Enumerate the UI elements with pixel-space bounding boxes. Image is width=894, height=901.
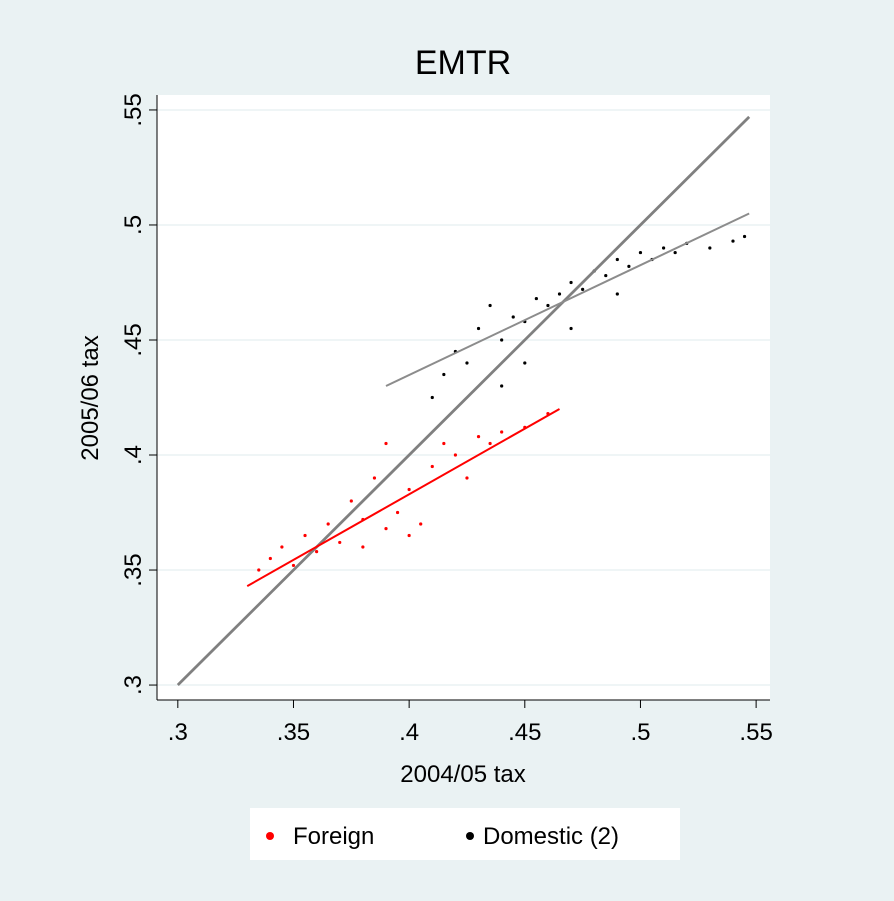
point <box>419 522 423 526</box>
point <box>430 464 434 469</box>
y-tick-label: .4 <box>120 445 147 465</box>
point <box>627 264 631 268</box>
point <box>407 533 411 538</box>
y-tick-label: .35 <box>120 553 147 586</box>
legend-label: Foreign <box>293 823 374 850</box>
point <box>581 287 585 291</box>
point <box>638 250 643 255</box>
point <box>349 499 353 503</box>
point <box>303 533 307 538</box>
point <box>453 453 458 457</box>
x-axis-label: 2004/05 tax <box>400 761 525 788</box>
point <box>361 545 365 549</box>
point <box>257 568 261 572</box>
point <box>488 441 492 446</box>
x-tick-label: .5 <box>630 719 650 746</box>
point <box>500 338 504 342</box>
point <box>280 545 284 549</box>
point <box>523 361 527 365</box>
point <box>615 257 619 262</box>
point <box>442 372 446 377</box>
point <box>742 234 747 239</box>
point <box>500 384 504 388</box>
legend-box <box>250 808 680 860</box>
point <box>384 441 388 446</box>
point <box>615 292 619 296</box>
y-tick-label: .5 <box>120 215 147 235</box>
x-tick-label: .35 <box>277 719 310 746</box>
point <box>291 563 296 568</box>
fit-line <box>246 408 560 588</box>
legend-label: Domestic (2) <box>483 823 619 850</box>
point <box>395 510 400 515</box>
point <box>500 430 504 434</box>
point <box>430 395 434 400</box>
chart-title: EMTR <box>415 44 511 82</box>
y-tick-label: .55 <box>120 93 147 126</box>
x-tick-label: .3 <box>168 719 188 746</box>
x-tick-label: .55 <box>739 719 772 746</box>
legend-marker <box>266 832 274 840</box>
x-tick-label: .45 <box>508 719 541 746</box>
point <box>338 540 342 545</box>
point <box>604 273 608 278</box>
point <box>442 441 446 446</box>
y-tick-label: .45 <box>120 323 147 356</box>
legend-marker <box>466 832 474 840</box>
point <box>708 246 712 250</box>
point <box>315 550 319 554</box>
point <box>268 556 272 561</box>
y-axis-label: 2005/06 tax <box>77 335 104 460</box>
point <box>488 303 492 308</box>
point <box>511 315 515 319</box>
point <box>326 522 330 526</box>
point <box>476 326 481 331</box>
fit-line <box>385 212 750 387</box>
point <box>465 361 469 365</box>
point <box>546 303 550 308</box>
point <box>534 296 538 301</box>
point <box>407 487 411 492</box>
x-tick-label: .4 <box>399 719 419 746</box>
point <box>465 476 469 480</box>
fit-line <box>176 115 751 687</box>
point <box>731 239 735 243</box>
point <box>384 527 388 531</box>
point <box>673 250 677 255</box>
point <box>661 246 666 250</box>
point <box>557 292 562 296</box>
point <box>372 476 377 480</box>
point <box>476 435 481 439</box>
point <box>569 326 573 331</box>
y-tick-label: .3 <box>120 675 147 695</box>
point <box>569 280 573 285</box>
